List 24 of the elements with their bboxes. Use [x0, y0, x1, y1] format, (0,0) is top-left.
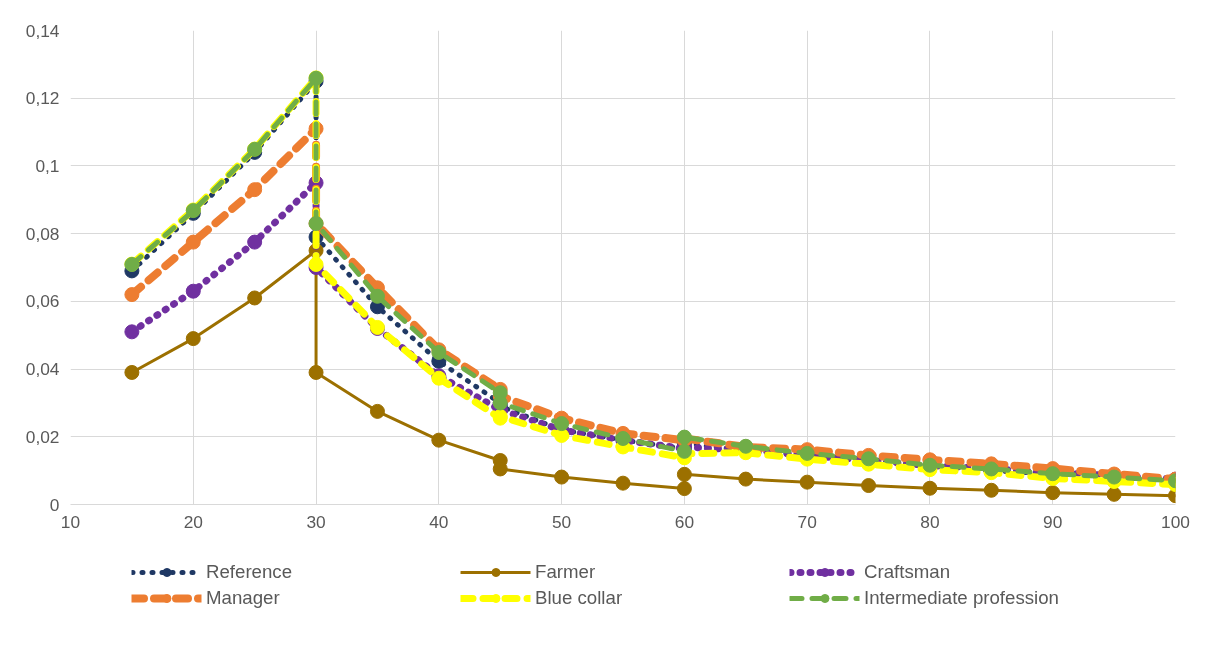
x-tick-label: 20	[183, 511, 203, 532]
y-tick-label: 0,02	[25, 426, 60, 447]
y-tick-label: 0,08	[25, 223, 60, 244]
x-tick-label: 40	[429, 511, 449, 532]
legend-label: Farmer	[535, 561, 597, 583]
y-tick-label: 0	[49, 494, 60, 515]
legend-label: Reference	[206, 561, 294, 583]
legend-label: Intermediate profession	[864, 587, 1060, 609]
y-tick-label: 0,06	[25, 291, 60, 312]
y-tick-label: 0,14	[25, 20, 60, 41]
x-tick-label: 10	[60, 511, 81, 532]
x-tick-label: 30	[306, 511, 326, 532]
y-tick-label: 0,04	[25, 359, 60, 380]
x-tick-label: 90	[1043, 511, 1063, 532]
legend-label: Manager	[206, 587, 281, 609]
x-tick-label: 60	[674, 511, 695, 532]
x-tick-label: 70	[797, 511, 817, 532]
x-tick-label: 100	[1161, 511, 1190, 532]
legend-label: Blue collar	[535, 587, 624, 609]
x-tick-label: 80	[920, 511, 940, 532]
x-tick-label: 50	[551, 511, 572, 532]
legend-label: Craftsman	[864, 561, 952, 583]
y-tick-label: 0,12	[25, 88, 60, 109]
y-tick-label: 0,1	[35, 155, 60, 176]
